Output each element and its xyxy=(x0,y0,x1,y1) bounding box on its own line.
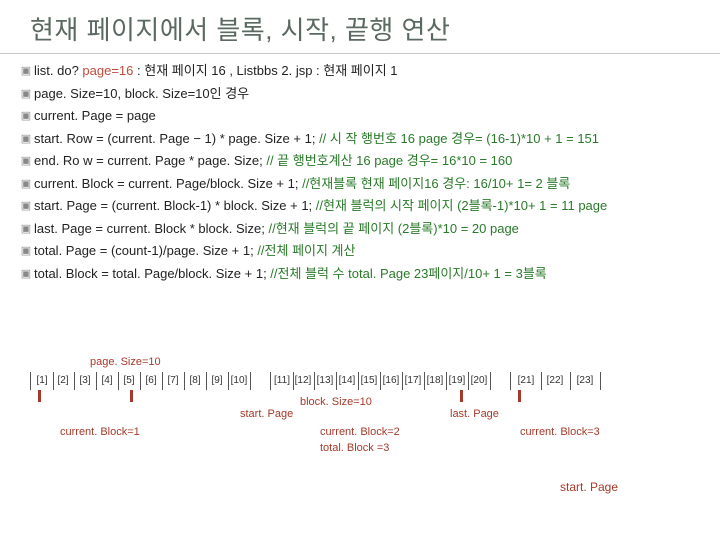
page-cell: [13] xyxy=(314,372,337,390)
line-5: end. Ro w = current. Page * page. Size; … xyxy=(34,152,702,170)
page-cell: [11] xyxy=(270,372,294,390)
page-cell: [12] xyxy=(292,372,315,390)
page-cell: [10] xyxy=(228,372,251,390)
diagram-label-currentBlock2: current. Block=2 xyxy=(320,426,400,438)
line-1: list. do? page=16 : 현재 페이지 16 , Listbbs … xyxy=(34,62,702,80)
page-cell: [19] xyxy=(446,372,469,390)
page-cell: [14] xyxy=(336,372,359,390)
page-cell: [18] xyxy=(424,372,447,390)
page-cell: [6] xyxy=(140,372,163,390)
page-cell: [3] xyxy=(74,372,97,390)
diagram-label-lastPage: last. Page xyxy=(450,408,499,420)
page-cell: [20] xyxy=(468,372,491,390)
page-cell: [2] xyxy=(52,372,75,390)
diagram-label-pageSize: page. Size=10 xyxy=(90,356,161,368)
bullet-icon: ▣ xyxy=(18,62,34,79)
diagram-label-blockSize: block. Size=10 xyxy=(300,396,372,408)
bullet-icon: ▣ xyxy=(18,107,34,124)
tick-mark xyxy=(460,390,463,402)
bullet-icon: ▣ xyxy=(18,130,34,147)
page-cell: [15] xyxy=(358,372,381,390)
page-cell: [23] xyxy=(570,372,601,390)
page-cell: [22] xyxy=(540,372,571,390)
diagram-label-totalBlock: total. Block =3 xyxy=(320,442,389,454)
tick-mark xyxy=(518,390,521,402)
line-3: current. Page = page xyxy=(34,107,702,125)
bullet-icon: ▣ xyxy=(18,242,34,259)
page-cell: [21] xyxy=(510,372,542,390)
page-cell: [9] xyxy=(206,372,229,390)
line-7: start. Page = (current. Block-1) * block… xyxy=(34,197,702,215)
bullet-icon: ▣ xyxy=(18,152,34,169)
page-cell: [17] xyxy=(402,372,425,390)
line-9: total. Page = (count-1)/page. Size + 1; … xyxy=(34,242,702,260)
bullet-icon: ▣ xyxy=(18,175,34,192)
bullet-icon: ▣ xyxy=(18,265,34,282)
tick-mark xyxy=(38,390,41,402)
content-list: ▣ list. do? page=16 : 현재 페이지 16 , Listbb… xyxy=(0,54,720,282)
bullet-icon: ▣ xyxy=(18,197,34,214)
diagram-label-currentBlock3: current. Block=3 xyxy=(520,426,600,438)
pagination-diagram: [1][2][3][4][5][6][7][8][9][10][11][12][… xyxy=(30,368,690,458)
page-title: 현재 페이지에서 블록, 시작, 끝행 연산 xyxy=(0,0,720,54)
page-cell: [16] xyxy=(380,372,403,390)
startpage-bottom-label: start. Page xyxy=(560,480,618,494)
line-10: total. Block = total. Page/block. Size +… xyxy=(34,265,702,283)
bullet-icon: ▣ xyxy=(18,220,34,237)
diagram-label-startPage: start. Page xyxy=(240,408,293,420)
line-8: last. Page = current. Block * block. Siz… xyxy=(34,220,702,238)
tick-mark xyxy=(130,390,133,402)
line-2: page. Size=10, block. Size=10인 경우 xyxy=(34,85,702,103)
page-cell: [8] xyxy=(184,372,207,390)
page-cell: [5] xyxy=(118,372,141,390)
page-cell: [7] xyxy=(162,372,185,390)
diagram-label-currentBlock1: current. Block=1 xyxy=(60,426,140,438)
page-cell: [4] xyxy=(96,372,119,390)
line-6: current. Block = current. Page/block. Si… xyxy=(34,175,702,193)
page-cell: [1] xyxy=(30,372,54,390)
line-4: start. Row = (current. Page − 1) * page.… xyxy=(34,130,702,148)
bullet-icon: ▣ xyxy=(18,85,34,102)
